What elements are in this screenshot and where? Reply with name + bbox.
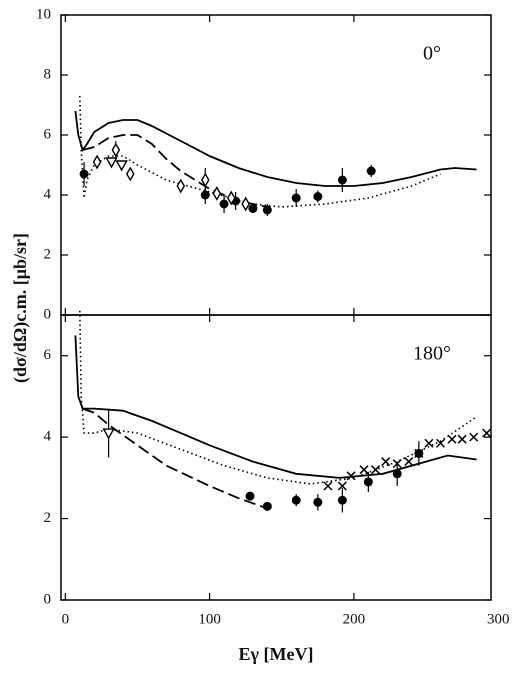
x-axis-label: Eγ [MeV]	[239, 644, 314, 664]
y-tick-label: 0	[44, 591, 52, 607]
data-point	[392, 459, 402, 469]
x-tick-label: 300	[487, 611, 510, 627]
y-tick-label: 6	[44, 126, 52, 142]
data-point	[469, 432, 479, 442]
y-axis-label: (dσ/dΩ)c.m. [μb/sr]	[10, 233, 31, 383]
data-point	[219, 199, 229, 209]
data-point	[248, 204, 258, 213]
data-point	[346, 471, 356, 481]
x-tick-label: 0	[62, 611, 70, 627]
data-point	[105, 157, 118, 169]
data-point	[381, 457, 391, 467]
data-point	[226, 190, 236, 206]
data-point	[337, 495, 347, 505]
plot-frame	[60, 314, 492, 601]
curve	[82, 134, 268, 208]
data-point	[366, 166, 376, 176]
data-point	[424, 438, 434, 448]
data-point	[212, 186, 222, 201]
data-point	[111, 142, 121, 158]
data-point	[291, 495, 301, 505]
data-point	[102, 428, 115, 440]
data-point	[404, 457, 414, 467]
data-point	[435, 438, 446, 448]
data-point	[313, 192, 323, 201]
data-point	[371, 465, 381, 475]
data-point	[363, 477, 373, 487]
data-point	[79, 169, 89, 179]
data-point	[241, 196, 251, 212]
data-point	[323, 481, 333, 491]
data-point	[313, 497, 323, 507]
data-point	[176, 178, 186, 194]
data-point	[200, 190, 210, 200]
data-point	[262, 205, 272, 215]
data-point	[457, 434, 467, 444]
data-point	[337, 175, 347, 185]
y-tick-label: 6	[44, 347, 52, 363]
curve	[79, 95, 441, 208]
data-point	[125, 166, 135, 182]
data-point	[262, 501, 272, 511]
data-point	[200, 172, 210, 188]
data-point	[392, 469, 402, 479]
data-point	[359, 465, 369, 475]
data-point	[92, 154, 102, 170]
y-tick-label: 4	[44, 186, 52, 202]
data-point	[291, 193, 301, 203]
data-point	[245, 491, 255, 501]
y-tick-label: 8	[44, 66, 52, 82]
y-tick-label: 2	[44, 510, 52, 526]
x-tick-label: 200	[343, 611, 366, 627]
data-point	[447, 434, 457, 444]
panel-annotation: 180°	[413, 343, 451, 365]
data-point	[482, 428, 492, 438]
curve	[79, 310, 478, 485]
y-tick-label: 4	[44, 429, 52, 445]
data-point	[414, 448, 424, 458]
data-point	[337, 481, 347, 491]
x-tick-label: 100	[198, 611, 221, 627]
curve	[74, 110, 477, 187]
panel-annotation: 0°	[423, 43, 441, 65]
y-tick-label: 2	[44, 246, 52, 262]
y-tick-label: 10	[36, 6, 51, 22]
y-tick-label: 0	[44, 306, 52, 322]
curve	[74, 335, 477, 479]
curve	[82, 407, 268, 510]
data-point	[115, 160, 128, 172]
